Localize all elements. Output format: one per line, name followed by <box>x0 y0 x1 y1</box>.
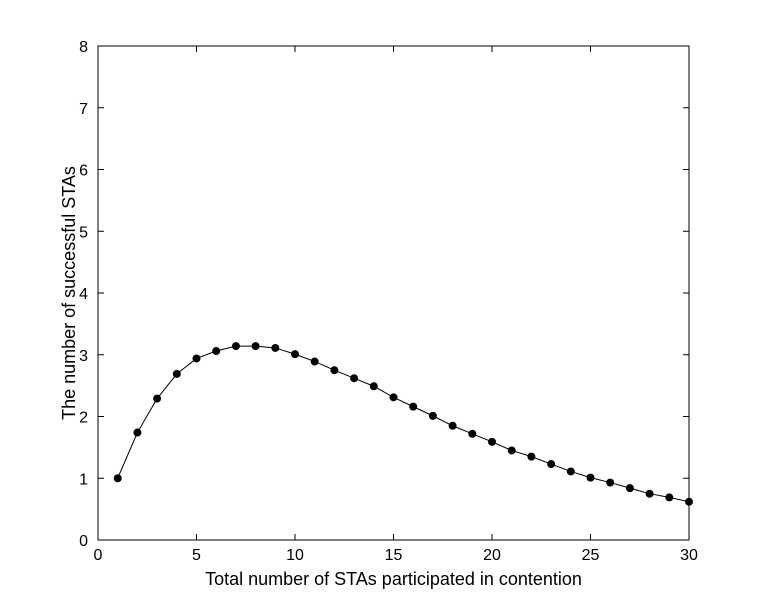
data-point <box>468 429 477 438</box>
data-point <box>428 411 437 420</box>
y-tick-label: 4 <box>79 286 88 303</box>
x-axis-label: Total number of STAs participated in con… <box>205 569 582 589</box>
y-tick-label: 8 <box>79 39 88 56</box>
data-point <box>665 493 674 502</box>
y-tick-label: 1 <box>79 471 88 488</box>
x-tick-label: 5 <box>192 547 201 564</box>
x-tick-label: 20 <box>483 547 501 564</box>
data-point <box>645 489 654 498</box>
x-tick-label: 15 <box>385 547 403 564</box>
data-point <box>231 342 240 351</box>
data-point <box>310 357 319 366</box>
data-point <box>488 437 496 446</box>
x-tick-label: 10 <box>286 547 304 564</box>
data-point <box>251 342 260 351</box>
data-point <box>172 369 181 378</box>
data-point <box>527 452 536 461</box>
x-tick-label: 0 <box>94 547 103 564</box>
data-point <box>547 460 556 469</box>
data-point <box>566 467 575 476</box>
data-point <box>350 374 359 383</box>
data-point <box>606 478 615 487</box>
data-point <box>389 393 398 402</box>
data-point <box>685 497 693 506</box>
plot-frame <box>97 45 690 541</box>
data-point <box>369 382 378 391</box>
data-point <box>330 366 339 375</box>
y-tick-label: 7 <box>79 101 88 118</box>
data-point <box>507 446 516 455</box>
y-tick-label: 2 <box>79 410 88 427</box>
data-point <box>271 343 280 352</box>
data-point <box>153 394 162 403</box>
data-point <box>291 350 299 359</box>
data-point <box>448 421 457 430</box>
ticks: 0 5 10 15 20 25 30 0 1 2 3 4 5 6 7 8 <box>79 39 698 564</box>
data-point <box>133 428 142 437</box>
y-tick-label: 0 <box>79 533 88 550</box>
data-point <box>586 473 595 482</box>
y-tick-label: 6 <box>79 163 88 180</box>
y-axis-label: The number of successful STAs <box>59 166 79 420</box>
data-point <box>409 402 418 411</box>
data-point <box>212 347 221 356</box>
data-point <box>192 354 201 363</box>
series <box>113 342 693 506</box>
data-point <box>113 474 122 483</box>
data-point <box>625 484 634 493</box>
axes <box>97 45 690 541</box>
y-tick-label: 3 <box>79 348 88 365</box>
y-tick-label: 5 <box>79 224 88 241</box>
series-line <box>117 345 690 503</box>
x-tick-label: 30 <box>680 547 698 564</box>
x-tick-label: 25 <box>582 547 600 564</box>
